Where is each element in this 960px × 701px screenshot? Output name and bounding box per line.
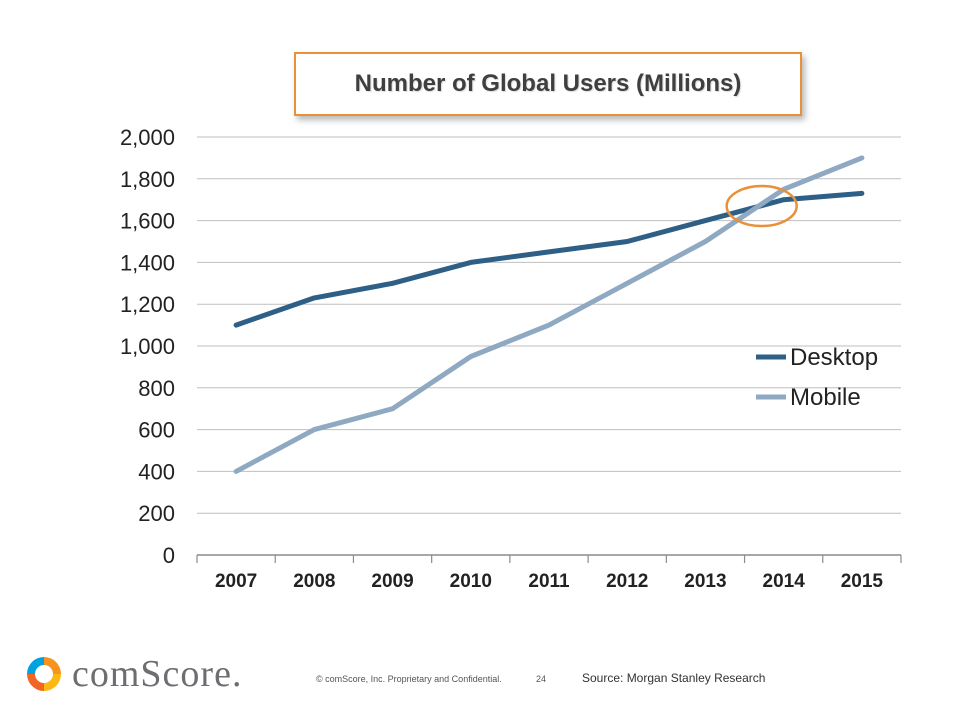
series-line-mobile	[233, 155, 865, 474]
x-tick-label: 2007	[215, 571, 257, 592]
chart-title-box: Number of Global Users (Millions)	[294, 52, 802, 116]
y-tick-label: 2,000	[120, 125, 175, 150]
annotation-circle	[725, 184, 798, 228]
legend-label-mobile: Mobile	[790, 384, 861, 411]
x-tick-label: 2012	[606, 571, 648, 592]
comscore-logo-icon	[27, 657, 61, 691]
y-tick-label: 600	[138, 418, 175, 443]
x-tick-label: 2013	[684, 571, 726, 592]
line-chart: 0 200 400 600 800 1,000 1,200 1,400 1,600 1,800 2,…	[120, 125, 902, 592]
copyright-text: © comScore, Inc. Proprietary and Confide…	[316, 674, 502, 684]
y-tick-label: 800	[138, 376, 175, 401]
legend-label-desktop: Desktop	[790, 344, 878, 371]
x-tick-label: 2009	[371, 571, 413, 592]
x-tick-label: 2014	[763, 571, 806, 592]
y-tick-label: 1,800	[120, 167, 175, 192]
footer: comScore. © comScore, Inc. Proprietary a…	[0, 640, 960, 700]
x-tick-label: 2011	[528, 571, 570, 592]
page-number: 24	[536, 674, 547, 684]
comscore-logo-text: comScore.	[72, 653, 243, 695]
y-tick-label: 0	[163, 543, 175, 568]
series-line-desktop	[233, 190, 865, 328]
y-tick-label: 200	[138, 501, 175, 526]
source-text: Source: Morgan Stanley Research	[582, 671, 766, 685]
chart-title: Number of Global Users (Millions)	[354, 70, 742, 97]
y-tick-label: 1,600	[120, 209, 175, 234]
y-tick-label: 1,400	[120, 250, 175, 275]
y-tick-label: 1,200	[120, 292, 175, 317]
x-tick-label: 2015	[841, 571, 884, 592]
x-tick-label: 2008	[293, 571, 335, 592]
y-tick-label: 400	[138, 459, 175, 484]
y-tick-label: 1,000	[120, 334, 175, 359]
x-tick-label: 2010	[450, 571, 492, 592]
